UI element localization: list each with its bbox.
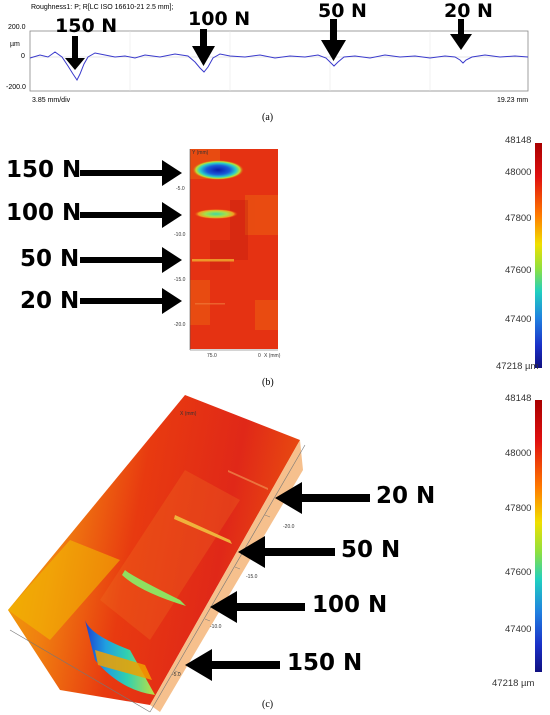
label-a-150n: 150 N xyxy=(55,15,118,37)
groove-100n-3d xyxy=(122,570,186,606)
profile-y-unit: µm xyxy=(10,41,20,48)
colormap-2d-y-tick-10: -10.0 xyxy=(174,232,186,238)
label-b-20n: 20 N xyxy=(20,288,80,314)
colorbar-c-min: 47218 µm xyxy=(492,678,535,689)
colorbar-b-tick-47800: 47800 xyxy=(505,213,532,224)
arrow-c-100 xyxy=(210,591,305,623)
groove-50n-3d xyxy=(174,515,232,544)
colorbar-b-tick-47600: 47600 xyxy=(505,265,532,276)
arrow-b-50 xyxy=(80,247,182,273)
caption-b: (b) xyxy=(262,377,274,388)
arrow-load-100 xyxy=(192,29,215,66)
caption-a: (a) xyxy=(262,112,274,123)
profile-x-scale: 3.85 mm/div xyxy=(32,97,71,104)
panel-a-profile xyxy=(29,19,529,92)
colormap-2d-y-title: Y (mm) xyxy=(192,150,209,156)
groove-150n-3d-rim xyxy=(95,650,152,680)
colormap-2d-x-tick-0: 0 xyxy=(258,353,261,359)
arrow-load-150 xyxy=(65,36,85,70)
surface-3d-base-line xyxy=(9,629,151,713)
groove-20n-2d xyxy=(195,303,225,305)
profile-load-arrows xyxy=(65,19,472,70)
colormap-2d-y-tick-15: -15.0 xyxy=(174,277,186,283)
panel-b-colormap xyxy=(80,143,542,368)
surface-3d-axis-ticks xyxy=(174,514,271,674)
arrow-b-20 xyxy=(80,288,182,314)
surface-3d-tick-10: -10.0 xyxy=(210,624,222,630)
surface-3d-top xyxy=(8,395,300,705)
groove-50n-2d xyxy=(192,259,234,262)
profile-y-tick-top: 200.0 xyxy=(8,24,26,31)
profile-plot-frame xyxy=(29,30,529,92)
arrow-load-50 xyxy=(321,19,346,61)
arrow-c-150 xyxy=(185,649,280,681)
arrow-b-150 xyxy=(80,160,182,186)
colorbar-c-tick-48000: 48000 xyxy=(505,448,532,459)
panel-c-arrows xyxy=(185,482,370,681)
groove-100n-2d xyxy=(194,209,238,219)
groove-20n-3d xyxy=(228,470,268,490)
label-c-150n: 150 N xyxy=(287,650,363,676)
colormap-2d-surface xyxy=(190,149,278,349)
surface-3d-tick-20: -20.0 xyxy=(283,524,295,530)
colorbar-c xyxy=(535,400,542,672)
label-b-100n: 100 N xyxy=(6,200,82,226)
profile-header: Roughness1: P; R[LC ISO 16610-21 2.5 mm]… xyxy=(31,4,174,11)
colorbar-c-tick-47600: 47600 xyxy=(505,567,532,578)
surface-3d-orange-zone xyxy=(100,470,240,640)
colorbar-c-tick-47400: 47400 xyxy=(505,624,532,635)
surface-3d-yellow-zone xyxy=(8,540,120,640)
profile-x-length: 19.23 mm xyxy=(497,97,529,104)
label-a-50n: 50 N xyxy=(318,0,367,22)
profile-grid xyxy=(129,31,431,91)
arrow-b-100 xyxy=(80,202,182,228)
colormap-2d-y-tick-20: -20.0 xyxy=(174,322,186,328)
colormap-2d-x-tick-75: 75.0 xyxy=(207,353,217,359)
caption-c: (c) xyxy=(262,699,274,710)
colorbar-c-tick-47800: 47800 xyxy=(505,503,532,514)
profile-trace xyxy=(29,51,529,81)
label-c-20n: 20 N xyxy=(376,483,436,509)
label-b-150n: 150 N xyxy=(6,157,82,183)
panel-c-surface3d xyxy=(8,395,542,713)
colorbar-b xyxy=(535,143,542,368)
profile-y-tick-zero: 0 xyxy=(21,53,25,60)
label-a-100n: 100 N xyxy=(188,8,251,30)
surface-3d-side xyxy=(150,440,303,712)
colorbar-b-tick-47400: 47400 xyxy=(505,314,532,325)
colorbar-b-tick-max: 48148 xyxy=(505,135,532,146)
panel-b-arrows xyxy=(80,160,182,314)
arrow-load-20 xyxy=(450,19,472,50)
surface-3d-tick-5: -5.0 xyxy=(172,672,181,678)
label-b-50n: 50 N xyxy=(20,246,80,272)
groove-150n-2d xyxy=(192,160,244,180)
label-a-20n: 20 N xyxy=(444,0,493,22)
label-c-100n: 100 N xyxy=(312,592,388,618)
surface-3d-axis-title: X (mm) xyxy=(180,411,197,417)
colorbar-b-min: 47218 µm xyxy=(496,361,539,372)
arrow-c-20 xyxy=(275,482,370,514)
arrow-c-50 xyxy=(238,536,335,568)
colormap-2d-y-tick-5: -5.0 xyxy=(176,186,185,192)
profile-y-tick-bottom: -200.0 xyxy=(6,84,26,91)
colorbar-b-tick-48000: 48000 xyxy=(505,167,532,178)
colorbar-c-tick-max: 48148 xyxy=(505,393,532,404)
surface-3d-tick-15: -15.0 xyxy=(246,574,258,580)
label-c-50n: 50 N xyxy=(341,537,401,563)
surface-3d-x-axis xyxy=(149,444,306,713)
colormap-2d-x-unit: X (mm) xyxy=(264,353,281,359)
